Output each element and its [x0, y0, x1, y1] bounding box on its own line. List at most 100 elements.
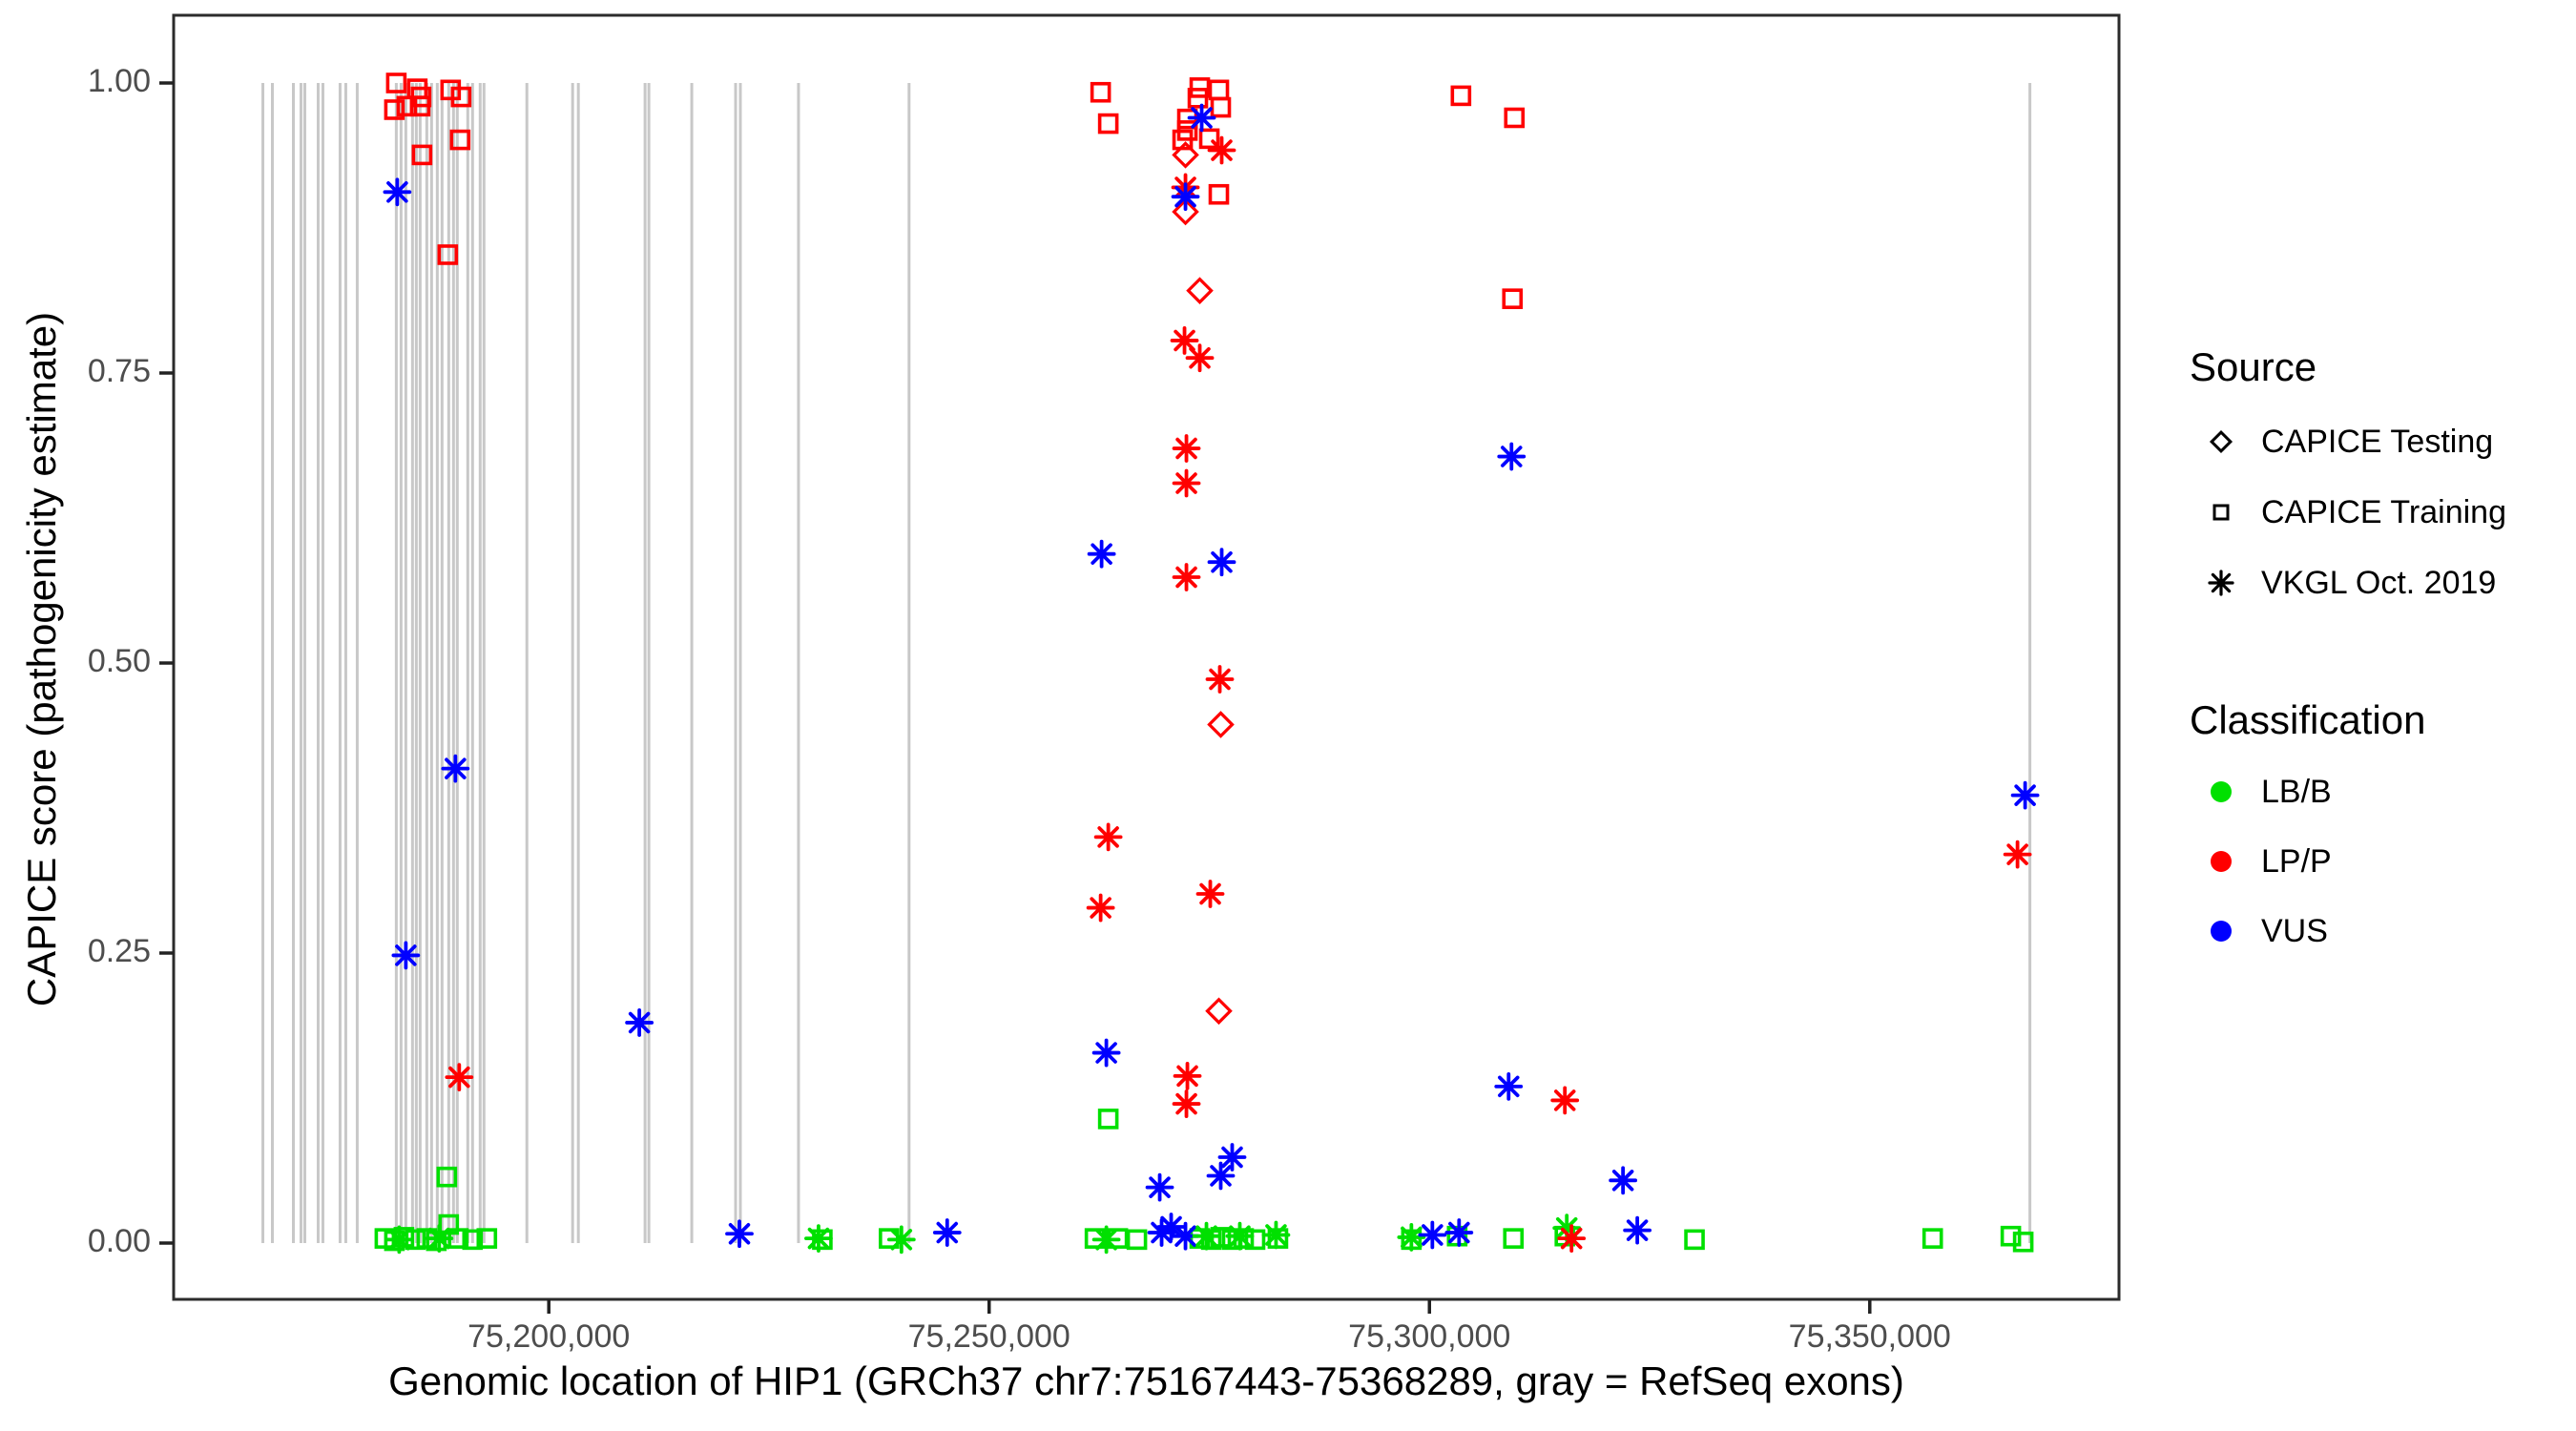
data-point-square [1210, 96, 1232, 118]
data-point-asterisk [1172, 434, 1201, 463]
data-point-square [1450, 85, 1472, 107]
data-point-asterisk [445, 1063, 474, 1092]
legend-item: CAPICE Testing [2194, 421, 2493, 463]
data-point-asterisk [1172, 468, 1201, 498]
data-point-asterisk [625, 1008, 654, 1037]
data-point-square [450, 86, 472, 108]
data-point-diamond [1205, 997, 1233, 1026]
data-point-asterisk [1444, 1218, 1474, 1247]
data-point-asterisk [1156, 1213, 1186, 1241]
data-point-square [437, 244, 459, 265]
data-point-asterisk [383, 177, 412, 207]
data-point-square [1208, 79, 1230, 101]
data-point-asterisk [804, 1224, 833, 1254]
data-point-diamond [1172, 197, 1199, 226]
data-point-asterisk [2010, 780, 2040, 810]
data-point-asterisk [1225, 1221, 1255, 1251]
data-point-asterisk [1550, 1086, 1580, 1115]
data-point-asterisk [441, 754, 470, 783]
y-tick-label: 1.00 [87, 62, 151, 99]
data-point-asterisk [1091, 1225, 1121, 1255]
data-point-asterisk [1217, 1143, 1247, 1172]
legend-item-label: LB/B [2261, 773, 2332, 810]
data-point-square [476, 1228, 498, 1249]
data-point-square [385, 73, 407, 93]
y-tick-label: 0.25 [87, 932, 151, 969]
data-point-square [1090, 81, 1111, 103]
data-point-square [449, 129, 471, 151]
data-point-square [396, 95, 418, 117]
panel-border [172, 13, 2121, 1301]
data-point-asterisk [1557, 1224, 1587, 1254]
data-point-asterisk [1418, 1220, 1447, 1250]
data-point-asterisk [1171, 1221, 1200, 1251]
data-point-asterisk [886, 1225, 916, 1255]
data-point-diamond [1186, 277, 1214, 304]
data-point-asterisk [1623, 1215, 1652, 1245]
data-point-square [384, 99, 405, 120]
data-point-asterisk [1171, 182, 1200, 212]
data-point-asterisk [1609, 1166, 1638, 1195]
legend-item-label: VUS [2261, 912, 2328, 949]
data-point-square [1198, 128, 1220, 150]
data-point-square [409, 95, 431, 117]
legend-classification-title: Classification [2190, 697, 2426, 742]
classification-dot-icon [2194, 910, 2248, 952]
legend-item: CAPICE Training [2194, 491, 2506, 533]
data-point-asterisk [1205, 665, 1235, 694]
y-tick-label: 0.50 [87, 642, 151, 679]
data-point-asterisk [1086, 893, 1115, 923]
data-point-asterisk [1497, 442, 1527, 471]
data-point-asterisk [1091, 1038, 1121, 1068]
y-tick-label: 0.00 [87, 1222, 151, 1259]
square-key-icon [2194, 491, 2248, 533]
legend-item-label: CAPICE Training [2261, 493, 2506, 530]
data-point-asterisk [1093, 822, 1123, 852]
data-point-square [1502, 288, 1524, 309]
x-tick-label: 75,300,000 [1348, 1318, 1511, 1355]
data-point-square [1503, 1228, 1525, 1249]
data-point-asterisk [1145, 1172, 1174, 1202]
data-point-square [1187, 88, 1209, 109]
data-point-asterisk [1170, 326, 1199, 355]
data-point-square [2000, 1225, 2022, 1247]
data-point-square [462, 1229, 484, 1251]
data-point-asterisk [1261, 1220, 1291, 1250]
x-axis-title: Genomic location of HIP1 (GRCh37 chr7:75… [388, 1358, 1904, 1403]
data-point-asterisk [1172, 1089, 1201, 1118]
data-point-square [436, 1166, 458, 1188]
data-point-square [1097, 1109, 1119, 1130]
legend-item: VKGL Oct. 2019 [2194, 562, 2496, 604]
data-point-square [1684, 1229, 1705, 1251]
legend-item-label: VKGL Oct. 2019 [2261, 564, 2497, 601]
classification-dot-icon [2194, 771, 2248, 813]
data-point-asterisk [725, 1219, 754, 1249]
data-point-square [1922, 1228, 1943, 1249]
data-point-asterisk [1206, 1161, 1236, 1191]
legend-item: LB/B [2194, 771, 2332, 813]
data-point-asterisk [1552, 1213, 1582, 1243]
data-point-square [411, 144, 433, 166]
x-tick-label: 75,200,000 [467, 1318, 631, 1355]
data-point-asterisk [1187, 103, 1216, 133]
asterisk-key-icon [2194, 562, 2248, 604]
data-point-asterisk [1147, 1218, 1176, 1247]
y-tick-label: 0.75 [87, 352, 151, 389]
data-point-asterisk [384, 1225, 414, 1255]
x-tick-label: 75,350,000 [1788, 1318, 1951, 1355]
data-point-asterisk [391, 941, 421, 970]
data-point-asterisk [1207, 548, 1236, 577]
data-point-square [1097, 113, 1119, 135]
x-tick-label: 75,250,000 [907, 1318, 1070, 1355]
legend-item: VUS [2194, 910, 2328, 952]
data-point-square [1504, 107, 1526, 129]
data-point-asterisk [425, 1224, 454, 1254]
data-point-square [1189, 77, 1211, 98]
data-point-asterisk [1207, 135, 1236, 165]
data-point-asterisk [1185, 343, 1215, 373]
data-point-asterisk [1494, 1071, 1524, 1101]
data-point-diamond [1207, 711, 1235, 738]
legend-item-label: CAPICE Testing [2261, 423, 2494, 460]
